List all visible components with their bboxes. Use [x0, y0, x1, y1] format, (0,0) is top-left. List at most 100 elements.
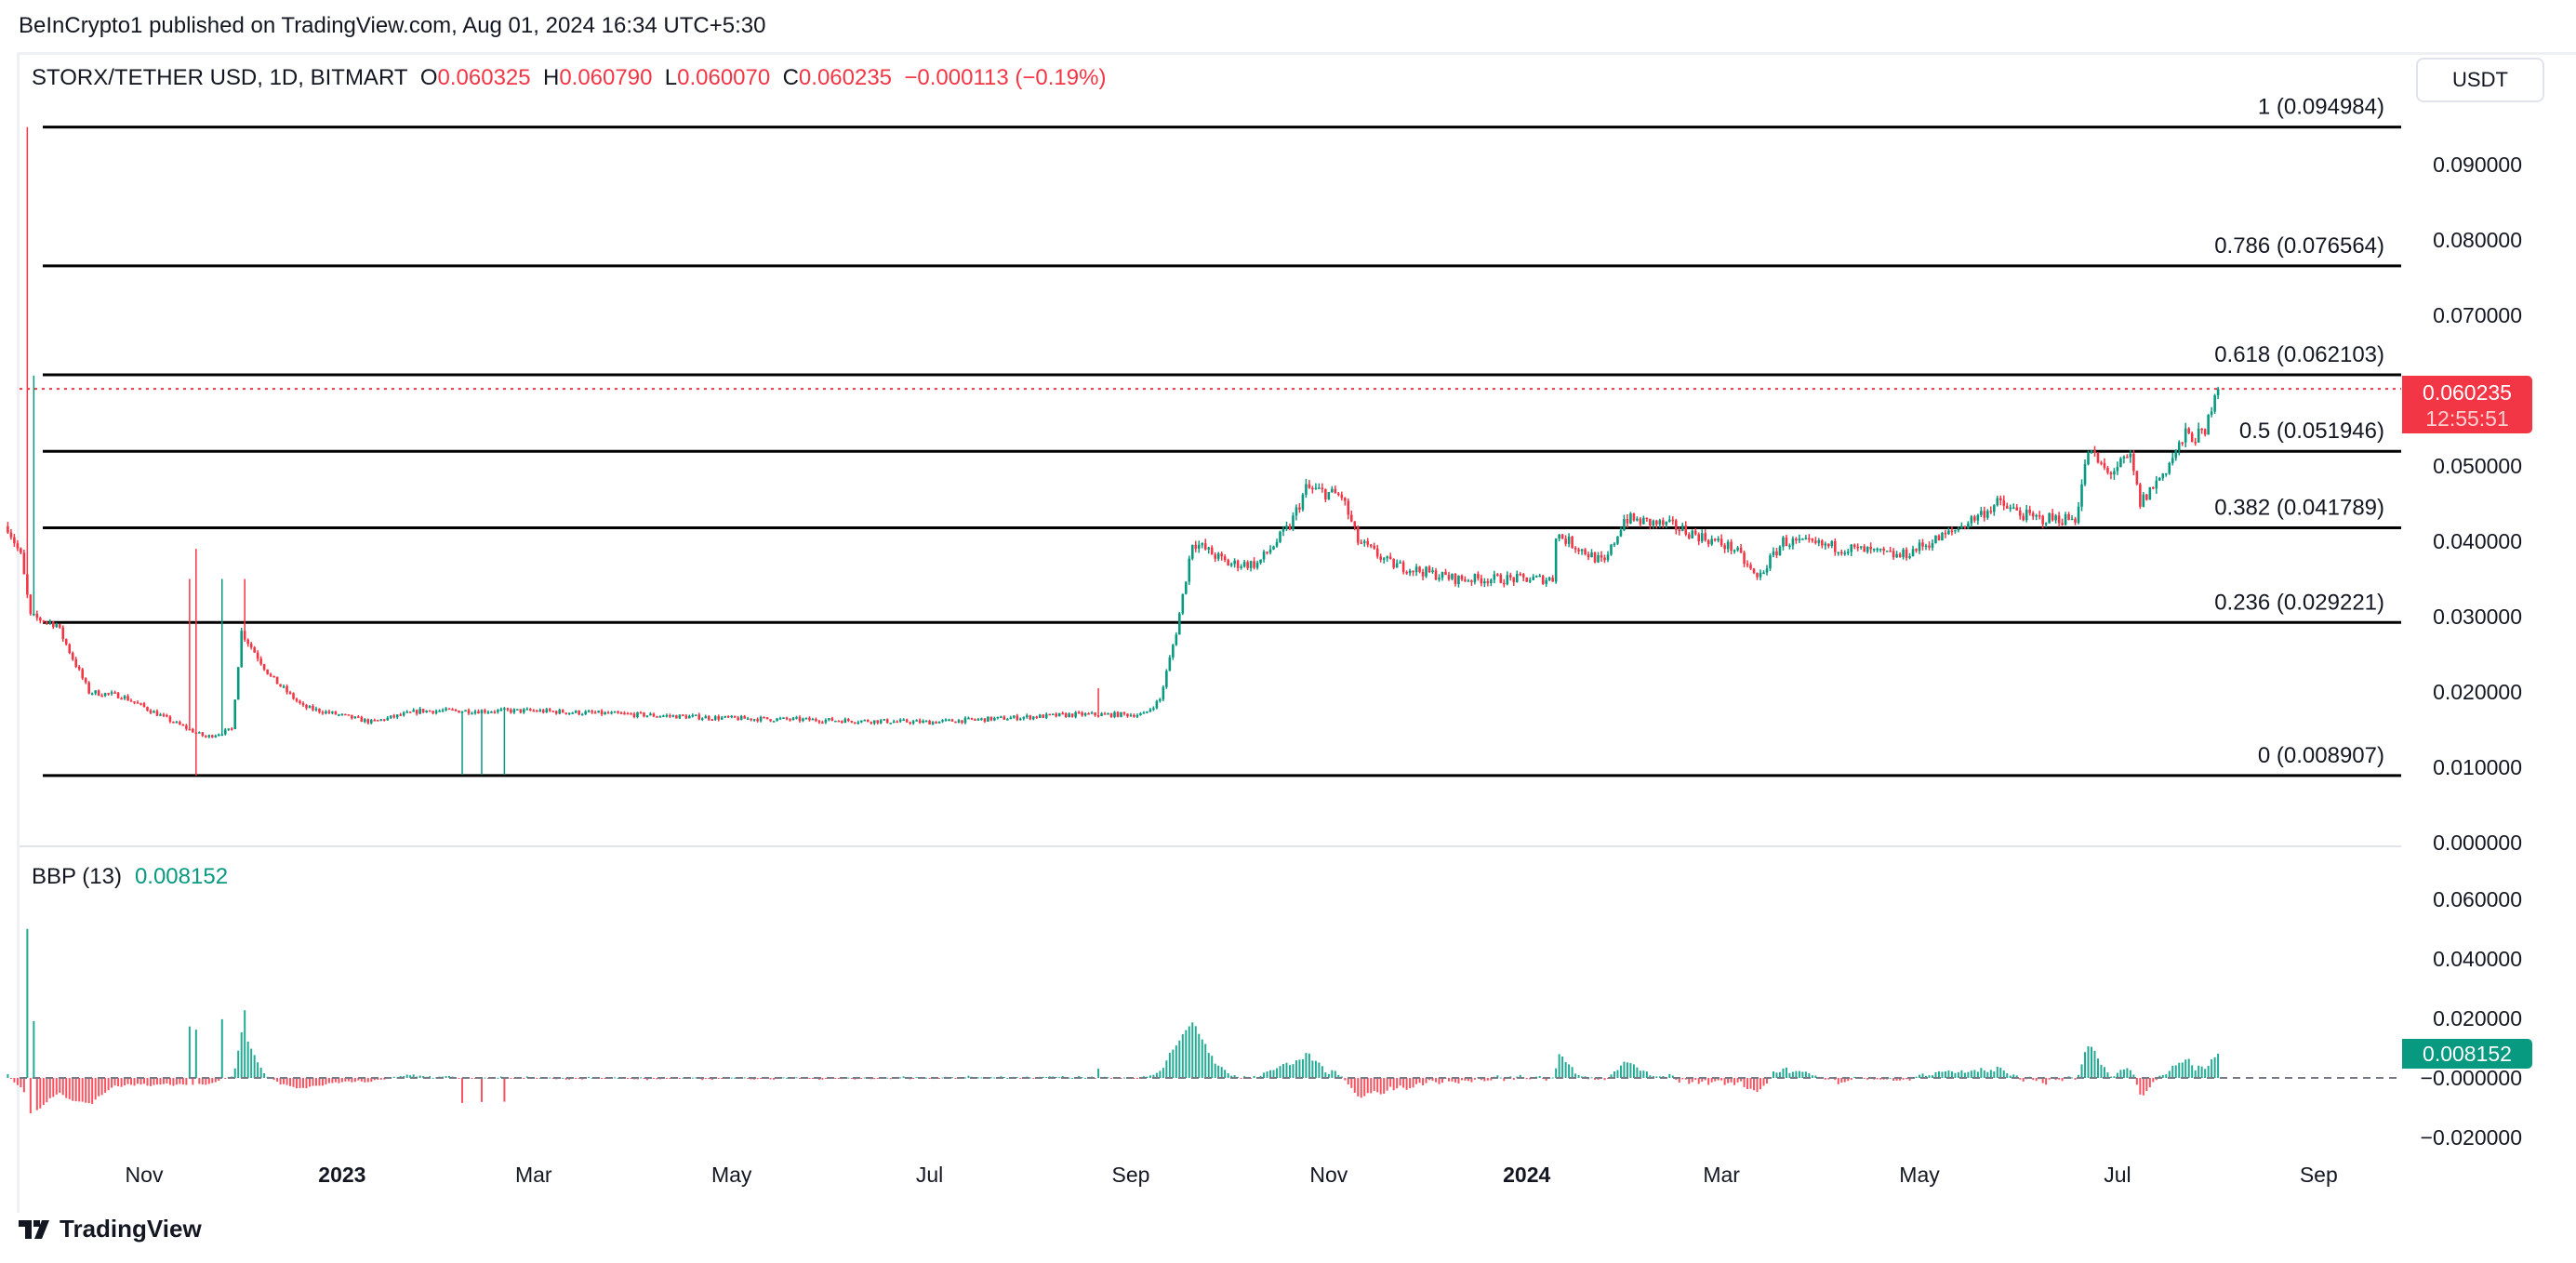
candle — [272, 675, 275, 678]
bbp-bar — [1191, 1022, 1194, 1078]
currency-button[interactable]: USDT — [2416, 58, 2544, 102]
candle — [1512, 577, 1516, 586]
candle — [249, 642, 253, 650]
candle — [175, 720, 179, 724]
bbp-tick-label: −0.000000 — [2421, 1066, 2522, 1090]
bbp-bar — [448, 1075, 451, 1078]
candle — [1726, 539, 1730, 553]
candle — [1438, 574, 1441, 582]
bbp-bar — [1947, 1070, 1950, 1078]
candle — [1765, 565, 1769, 576]
bbp-bar — [1259, 1075, 1262, 1078]
bbp-bar — [980, 1077, 983, 1079]
candle — [1791, 536, 1795, 550]
bbp-bar — [162, 1078, 165, 1084]
bbp-bar — [1308, 1053, 1310, 1078]
candle — [402, 711, 405, 717]
candle — [980, 717, 983, 721]
time-tick-label: Sep — [2300, 1163, 2338, 1187]
bbp-bar — [1460, 1078, 1463, 1081]
candle — [139, 702, 142, 706]
candle — [1009, 715, 1013, 720]
bbp-bar — [2012, 1074, 2015, 1078]
bbp-bar — [1178, 1040, 1181, 1078]
candle — [1268, 545, 1272, 555]
bbp-bar — [889, 1078, 892, 1080]
candle — [1013, 715, 1016, 719]
candle — [948, 718, 950, 722]
candle — [1366, 538, 1370, 548]
candle — [837, 720, 841, 723]
candle — [305, 703, 308, 711]
candle — [733, 715, 737, 718]
bbp-bar — [538, 1077, 541, 1079]
candle — [1700, 529, 1704, 543]
candle — [1094, 711, 1096, 717]
candle — [77, 665, 81, 671]
bbp-bar — [1334, 1070, 1336, 1078]
candle — [1996, 496, 1999, 507]
candle — [1558, 533, 1560, 542]
candle — [2168, 461, 2171, 475]
bbp-bar — [669, 1078, 671, 1079]
bbp-bar — [340, 1078, 343, 1083]
candle — [808, 716, 811, 722]
candle — [976, 717, 980, 722]
candle — [1155, 699, 1159, 710]
candle — [1216, 552, 1220, 562]
bbp-bar — [2054, 1078, 2057, 1081]
candle — [993, 716, 996, 722]
candle — [1003, 715, 1006, 721]
bbp-bar — [2139, 1078, 2142, 1095]
candle — [1395, 559, 1399, 568]
candle — [1691, 529, 1694, 539]
bbp-bar — [334, 1078, 337, 1083]
candle — [843, 717, 847, 724]
candle — [185, 724, 188, 731]
bbp-bar — [963, 1077, 966, 1079]
candle — [821, 720, 824, 725]
candle — [632, 711, 636, 719]
bbp-bar — [98, 1078, 100, 1097]
bbp-bar — [2084, 1052, 2087, 1078]
candle — [564, 712, 567, 715]
candle — [1337, 492, 1340, 497]
bbp-bar — [120, 1078, 123, 1087]
bbp-bar — [1168, 1053, 1171, 1078]
bbp-bar — [743, 1077, 746, 1079]
bbp-bar — [1701, 1078, 1704, 1083]
bbp-bar — [327, 1078, 330, 1084]
tradingview-logo[interactable]: TradingView — [19, 1215, 202, 1243]
candle — [1931, 538, 1934, 552]
candle — [1334, 485, 1337, 494]
candle — [1362, 538, 1366, 547]
candle — [493, 710, 497, 714]
bbp-bar — [1684, 1078, 1687, 1080]
candle — [1324, 488, 1327, 503]
fib-level-label: 0.5 (0.051946) — [2239, 419, 2384, 444]
candle — [408, 711, 412, 713]
last-price-value: 0.060235 — [2423, 380, 2512, 405]
candle — [830, 716, 834, 722]
candle — [1249, 560, 1253, 572]
candle — [308, 705, 312, 709]
candle — [974, 718, 976, 722]
candle — [2113, 468, 2116, 480]
candle — [2096, 452, 2100, 464]
candle — [168, 714, 172, 724]
bbp-bar — [1723, 1078, 1726, 1085]
candle — [460, 711, 464, 776]
time-tick-label: Mar — [515, 1163, 552, 1187]
bbp-bar — [409, 1075, 412, 1078]
indicator-value: 0.008152 — [134, 864, 229, 889]
bbp-bar — [562, 1077, 564, 1079]
bbp-bar — [1272, 1070, 1275, 1078]
candle — [1146, 711, 1149, 714]
bbp-bar — [701, 1078, 704, 1081]
low-value: 0.060070 — [677, 65, 771, 90]
bbp-bar — [1081, 1077, 1083, 1079]
bbp-bar — [588, 1076, 591, 1078]
indicator-legend[interactable]: BBP (13) 0.008152 — [32, 864, 228, 890]
bbp-bar — [1954, 1072, 1957, 1078]
